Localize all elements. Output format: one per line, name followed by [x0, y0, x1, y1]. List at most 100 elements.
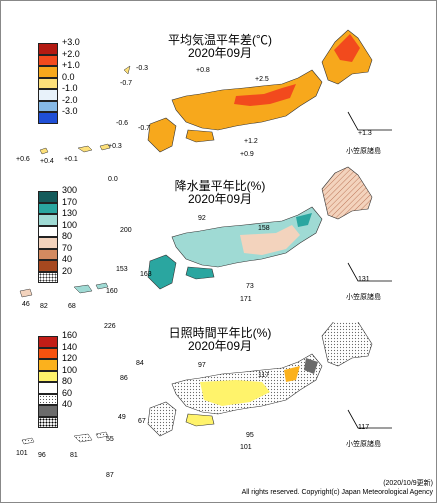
- value-label: 117: [258, 372, 270, 379]
- panel-month: 2020年09月: [187, 46, 253, 60]
- legend-swatch: [38, 54, 58, 66]
- value-label: 46: [22, 301, 30, 308]
- value-label: 158: [258, 225, 270, 232]
- panel-title: 日照時間平年比(%): [168, 326, 272, 340]
- legend-swatch: [38, 66, 58, 78]
- copyright-text: All rights reserved. Copyright(c) Japan …: [241, 489, 433, 496]
- value-label: 68: [68, 303, 76, 310]
- value-label: 67: [138, 418, 146, 425]
- legend-swatch: [38, 214, 58, 226]
- value-label: 131: [358, 276, 370, 283]
- legend-swatch: [38, 112, 58, 124]
- legend-swatch: [38, 405, 58, 417]
- legend-label: 160: [62, 330, 78, 340]
- value-label: 200: [120, 227, 132, 234]
- value-label: 84: [136, 360, 144, 367]
- legend-label: +2.0: [62, 48, 80, 59]
- value-label: 97: [198, 362, 206, 369]
- panel-month: 2020年09月: [187, 339, 253, 353]
- value-label: -0.7: [120, 80, 133, 87]
- legend-label: 60: [62, 387, 73, 398]
- panel-temperature: 平均気温平年差(℃) 2020年09月 +3.0 +2.0 +1.0 0.0 -…: [0, 0, 437, 165]
- legend-label: 100: [62, 219, 78, 230]
- panel-title: 平均気温平年差(℃): [168, 33, 272, 47]
- legend-label: 70: [62, 242, 73, 253]
- legend-label: 80: [62, 376, 73, 386]
- value-label: +0.1: [64, 156, 78, 163]
- value-label: 0.0: [108, 176, 118, 183]
- legend-swatch: [38, 43, 58, 55]
- legend-swatch: [38, 271, 58, 283]
- legend-label: 20: [62, 265, 73, 276]
- value-label: +0.3: [108, 143, 122, 150]
- value-label: 86: [120, 375, 128, 382]
- value-label: 226: [104, 323, 116, 330]
- legend-swatch: [38, 370, 58, 382]
- update-date: (2020/10/9更新): [383, 480, 433, 487]
- legend-swatch: [38, 382, 58, 394]
- value-label: +1.2: [244, 138, 258, 145]
- legend-label: -2.0: [62, 94, 78, 105]
- value-label: 160: [106, 288, 118, 295]
- legend-label: 140: [62, 341, 78, 352]
- value-label: 96: [38, 452, 46, 459]
- panel-month: 2020年09月: [187, 192, 253, 206]
- value-label: +0.9: [240, 151, 254, 158]
- legend-swatch: [38, 191, 58, 203]
- value-label: 82: [40, 303, 48, 310]
- value-label: 171: [240, 296, 252, 303]
- region-label-ogasawara: 小笠原諸島: [346, 148, 381, 155]
- value-label: 101: [16, 450, 28, 457]
- map-precipitation: [19, 166, 392, 298]
- legend-label: 170: [62, 196, 78, 207]
- map-sunshine: [21, 322, 392, 445]
- legend-swatch: [38, 202, 58, 214]
- legend-swatch: [38, 237, 58, 249]
- legend-label: +1.0: [62, 60, 80, 70]
- legend-swatch: [38, 260, 58, 272]
- map-temperature: [39, 29, 392, 155]
- panel-title: 降水量平年比(%): [174, 179, 266, 193]
- legend-label: 0.0: [62, 71, 75, 82]
- legend-label: +3.0: [62, 37, 80, 47]
- legend-label: 300: [62, 185, 78, 195]
- value-label: 81: [70, 452, 78, 459]
- legend-label: -3.0: [62, 106, 78, 116]
- legend-label: 130: [62, 208, 78, 218]
- legend-label: 40: [62, 399, 73, 409]
- value-label: +0.8: [196, 67, 210, 74]
- value-label: -0.7: [138, 125, 151, 132]
- legend-label: 120: [62, 353, 78, 363]
- value-label: 163: [140, 271, 152, 278]
- value-label: -0.6: [116, 120, 129, 127]
- value-label: +2.5: [255, 76, 269, 83]
- value-label: 92: [198, 215, 206, 222]
- legend-label: 80: [62, 231, 73, 241]
- value-label: +0.6: [16, 156, 30, 163]
- legend-swatch: [38, 393, 58, 405]
- value-label: 95: [246, 432, 254, 439]
- region-label-ogasawara: 小笠原諸島: [346, 294, 381, 301]
- legend-label: 100: [62, 364, 78, 375]
- legend-label: 40: [62, 254, 73, 264]
- value-label: 153: [116, 266, 128, 273]
- value-label: 87: [106, 472, 114, 479]
- value-label: 117: [358, 424, 370, 431]
- legend-swatch: [38, 416, 58, 428]
- value-label: -0.3: [136, 65, 149, 72]
- value-label: +1.3: [358, 130, 372, 137]
- value-label: +0.4: [40, 158, 54, 165]
- legend-swatch: [38, 77, 58, 89]
- legend-swatch: [38, 248, 58, 260]
- legend-swatch: [38, 347, 58, 359]
- region-label-ogasawara: 小笠原諸島: [346, 441, 381, 448]
- legend-swatch: [38, 89, 58, 101]
- legend-swatch: [38, 336, 58, 348]
- panel-precipitation: 降水量平年比(%) 2020年09月 300 170 130 100 80 70…: [0, 163, 437, 330]
- value-label: 49: [118, 414, 126, 421]
- legend-swatch: [38, 100, 58, 112]
- value-label: 101: [240, 444, 252, 451]
- legend-swatch: [38, 225, 58, 237]
- legend-label: -1.0: [62, 83, 78, 93]
- value-label: 73: [246, 283, 254, 290]
